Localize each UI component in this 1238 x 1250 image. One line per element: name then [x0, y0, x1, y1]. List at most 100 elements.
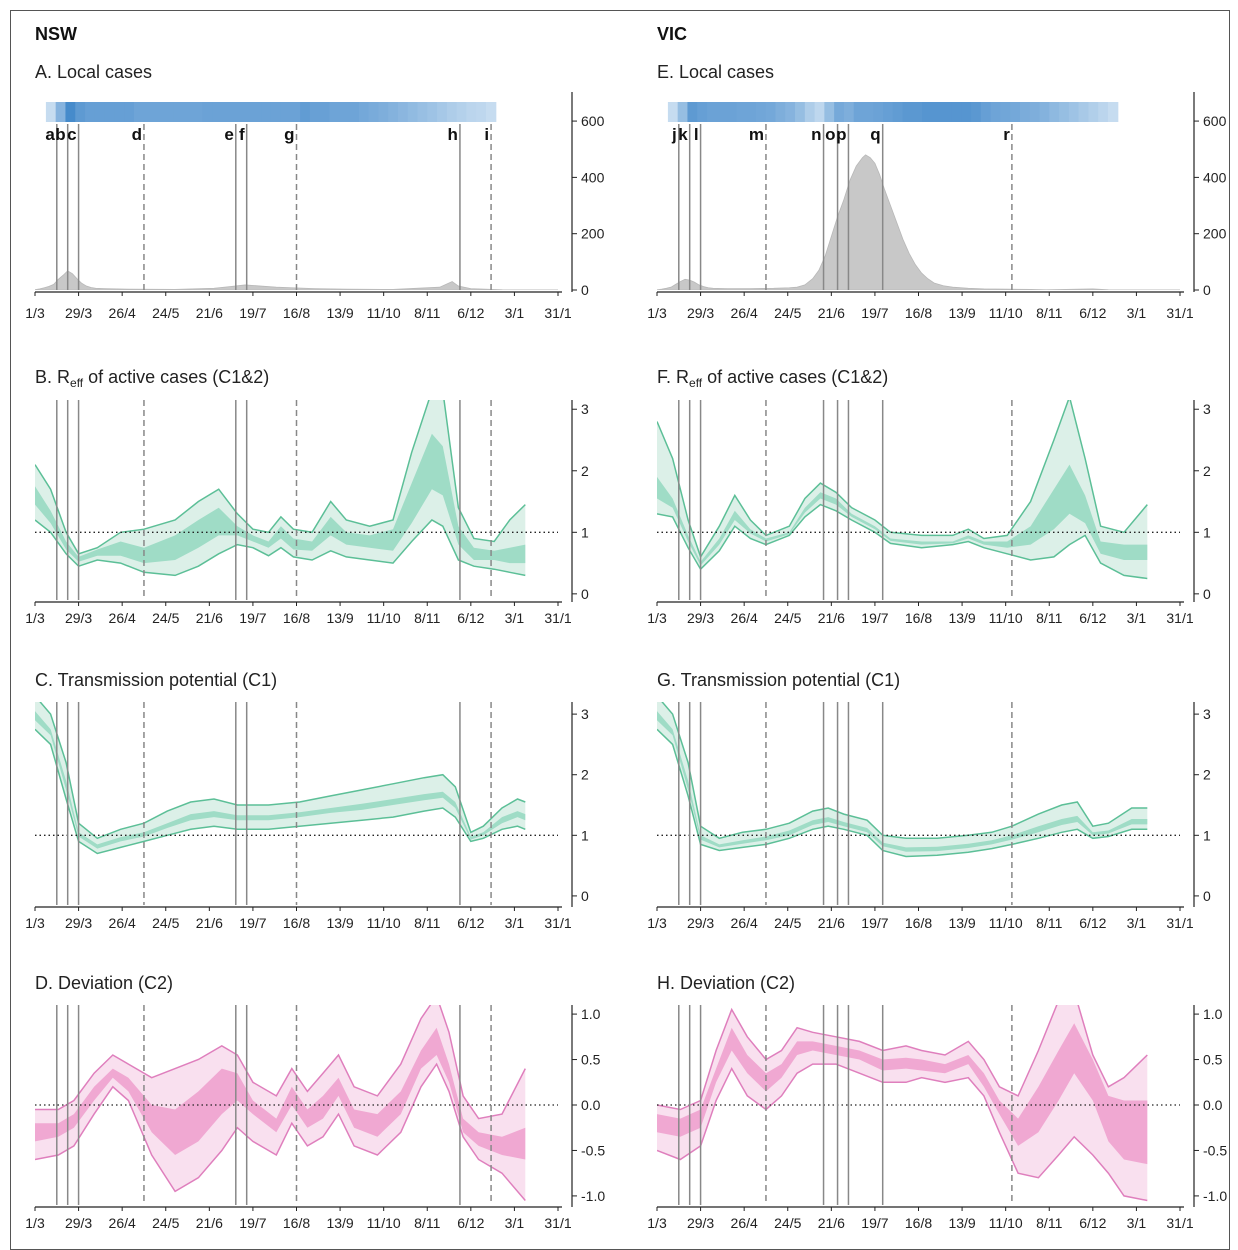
- x-tick-label: 29/3: [65, 1215, 92, 1231]
- stringency-cell: [290, 102, 301, 122]
- x-tick-label: 3/1: [1127, 610, 1147, 626]
- stringency-cell: [677, 102, 689, 122]
- stringency-cell: [280, 102, 291, 122]
- panel-a: A. Local cases 1/3 29/3 26/4 24/5 21/6 19/7 16/…: [25, 62, 604, 321]
- upper-bound-line: [657, 1005, 1148, 1111]
- stringency-cell: [270, 102, 282, 122]
- lower-bound-line: [35, 1062, 526, 1201]
- x-tick-label: 3/1: [505, 610, 525, 626]
- event-label-j: j: [671, 125, 677, 144]
- x-tick-label: 1/3: [647, 1215, 667, 1231]
- x-tick-label: 26/4: [109, 305, 136, 321]
- stringency-cell: [1019, 102, 1031, 122]
- x-tick-label: 21/6: [196, 915, 223, 931]
- x-tick-label: 26/4: [109, 1215, 136, 1231]
- lower-bound-line: [657, 1063, 1148, 1202]
- x-tick-label: 8/11: [414, 305, 440, 321]
- panel-title: C. Transmission potential (C1): [35, 670, 277, 690]
- stringency-cell: [1010, 102, 1021, 122]
- stringency-cell: [873, 102, 884, 122]
- x-tick-label: 19/7: [861, 610, 888, 626]
- stringency-cell: [990, 102, 1001, 122]
- x-tick-label: 24/5: [774, 610, 801, 626]
- panel-title: D. Deviation (C2): [35, 973, 173, 993]
- y-tick-label: 0: [581, 888, 589, 904]
- x-tick-label: 3/1: [1127, 305, 1147, 321]
- stringency-cell: [707, 102, 718, 122]
- x-tick-label: 11/10: [989, 915, 1023, 931]
- x-tick-label: 16/8: [283, 610, 310, 626]
- stringency-cell: [1049, 102, 1060, 122]
- stringency-cell: [349, 102, 360, 122]
- x-tick-label: 16/8: [905, 915, 932, 931]
- stringency-cell: [1107, 102, 1119, 122]
- upper-bound-line: [35, 400, 526, 555]
- x-tick-label: 19/7: [239, 305, 266, 321]
- x-tick-label: 19/7: [239, 1215, 266, 1231]
- stringency-cell: [300, 102, 311, 122]
- x-tick-label: 16/8: [283, 305, 310, 321]
- stringency-cell: [476, 102, 487, 122]
- x-tick-label: 13/9: [948, 305, 975, 321]
- event-label-l: l: [694, 125, 699, 144]
- x-tick-label: 13/9: [326, 305, 353, 321]
- x-tick-label: 29/3: [687, 1215, 714, 1231]
- stringency-cell: [765, 102, 777, 122]
- x-tick-label: 6/12: [457, 305, 484, 321]
- y-tick-label: 1.0: [581, 1006, 601, 1022]
- stringency-cell: [456, 102, 468, 122]
- x-tick-label: 13/9: [948, 1215, 975, 1231]
- stringency-cell: [133, 102, 145, 122]
- y-tick-label: 1.0: [1203, 1006, 1223, 1022]
- x-tick-label: 29/3: [65, 610, 92, 626]
- stringency-cell: [358, 102, 370, 122]
- stringency-cell: [1068, 102, 1080, 122]
- stringency-cell: [378, 102, 389, 122]
- panel-f: F. Reff of active cases (C1&2)1/3 29/3 26/…: [647, 367, 1211, 626]
- outer-band: [657, 702, 1148, 857]
- inner-band: [35, 1027, 526, 1160]
- y-tick-label: 600: [1203, 113, 1227, 129]
- event-label-f: f: [239, 125, 245, 144]
- x-tick-label: 8/11: [1036, 610, 1062, 626]
- y-tick-label: 400: [1203, 169, 1227, 185]
- x-tick-label: 29/3: [687, 305, 714, 321]
- x-tick-label: 26/4: [731, 915, 758, 931]
- upper-bound-line: [657, 400, 1148, 559]
- x-tick-label: 1/3: [25, 1215, 45, 1231]
- y-tick-label: 1: [1203, 524, 1211, 540]
- x-tick-label: 16/8: [283, 1215, 310, 1231]
- x-tick-label: 29/3: [687, 610, 714, 626]
- lower-bound-line: [35, 728, 526, 855]
- panel-title: B. Reff of active cases (C1&2): [35, 367, 269, 390]
- stringency-cell: [795, 102, 806, 122]
- stringency-cell: [85, 102, 96, 122]
- plot-area: [657, 154, 1180, 290]
- stringency-cell: [417, 102, 428, 122]
- x-tick-label: 31/1: [544, 1215, 571, 1231]
- x-tick-label: 6/12: [1079, 915, 1106, 931]
- column-nsw: NSW A. Local cases 1/3 29/3 26/4 24/5 21/6 19/7…: [25, 24, 605, 1231]
- stringency-cell: [466, 102, 477, 122]
- stringency-cell: [114, 102, 125, 122]
- x-tick-label: 13/9: [948, 610, 975, 626]
- event-label-b: b: [55, 125, 65, 144]
- stringency-cell: [687, 102, 698, 122]
- x-tick-label: 21/6: [818, 305, 845, 321]
- event-label-e: e: [224, 125, 233, 144]
- x-tick-label: 24/5: [774, 1215, 801, 1231]
- plot-area: [657, 400, 1180, 580]
- stringency-cell: [437, 102, 448, 122]
- y-tick-label: 2: [1203, 767, 1211, 783]
- x-tick-label: 6/12: [1079, 1215, 1106, 1231]
- stringency-cell: [892, 102, 904, 122]
- y-tick-label: 1: [581, 524, 589, 540]
- stringency-cell: [329, 102, 340, 122]
- event-label-i: i: [484, 125, 489, 144]
- y-tick-label: 600: [581, 113, 605, 129]
- stringency-cell: [697, 102, 708, 122]
- x-tick-label: 31/1: [544, 305, 571, 321]
- x-tick-label: 21/6: [196, 305, 223, 321]
- stringency-cell: [902, 102, 913, 122]
- x-tick-label: 16/8: [283, 915, 310, 931]
